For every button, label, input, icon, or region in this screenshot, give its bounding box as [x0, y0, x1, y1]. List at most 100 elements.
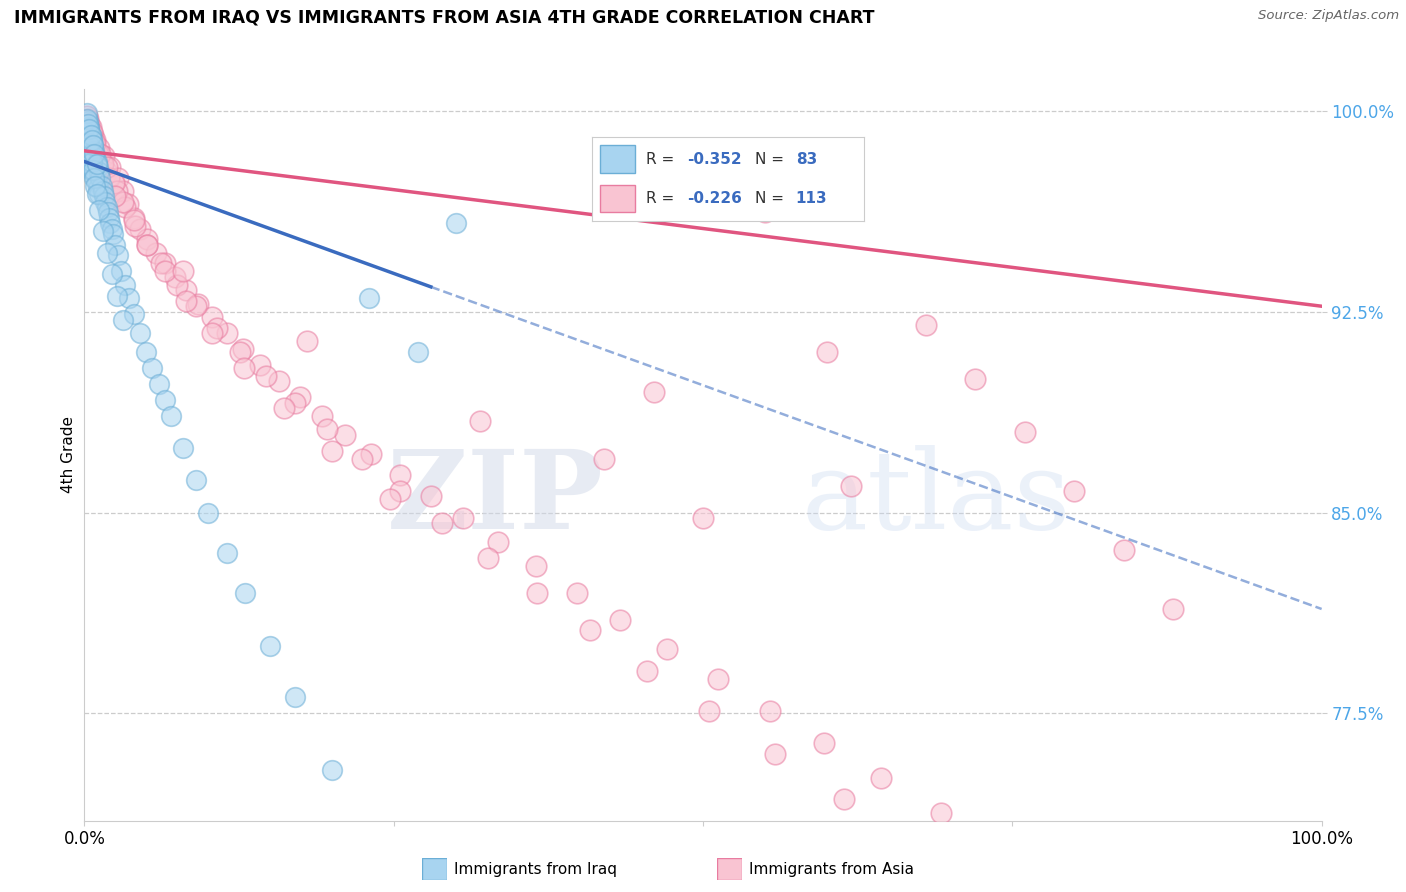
Point [107, 170, 129, 185]
Point [692, 511, 714, 525]
Point [141, 360, 163, 375]
Point [929, 805, 952, 820]
Point [215, 326, 238, 340]
Point [84, 170, 107, 185]
Point [82, 162, 104, 177]
Point [905, 838, 928, 852]
Point [655, 642, 678, 657]
Point [174, 293, 197, 308]
Point [122, 213, 145, 227]
Point [122, 211, 145, 225]
Point [80, 125, 103, 139]
Point [91, 224, 114, 238]
Point [172, 441, 194, 455]
Point [79, 128, 101, 142]
Point [94, 194, 117, 209]
Point [98, 211, 121, 225]
Point [75, 114, 97, 128]
Point [83, 136, 105, 150]
Point [86, 176, 108, 190]
Point [357, 291, 380, 305]
Point [122, 307, 145, 321]
Point [388, 484, 411, 499]
Point [259, 640, 281, 654]
Point [444, 216, 467, 230]
Text: ZIP: ZIP [387, 445, 605, 552]
Point [350, 452, 373, 467]
Point [89, 165, 111, 179]
Point [229, 344, 252, 359]
Point [378, 492, 401, 507]
Text: 83: 83 [796, 152, 817, 167]
Point [254, 368, 277, 383]
Point [87, 146, 110, 161]
Point [983, 886, 1005, 892]
Point [1063, 484, 1085, 499]
Point [707, 672, 730, 686]
Text: Immigrants from Iraq: Immigrants from Iraq [454, 863, 617, 877]
Point [79, 144, 101, 158]
Point [524, 559, 547, 574]
Point [526, 586, 548, 600]
Point [79, 130, 101, 145]
Point [609, 613, 631, 627]
Point [77, 112, 100, 126]
Point [754, 205, 776, 219]
Point [1161, 602, 1184, 616]
Point [249, 358, 271, 372]
Point [184, 474, 207, 488]
Point [87, 181, 110, 195]
Point [233, 586, 256, 600]
Point [593, 452, 616, 467]
Point [84, 178, 107, 193]
Point [114, 200, 136, 214]
Point [870, 771, 893, 785]
Point [321, 763, 343, 777]
Point [89, 146, 111, 161]
Point [107, 248, 129, 262]
Point [80, 136, 103, 150]
Point [77, 120, 100, 134]
Point [83, 144, 105, 158]
Point [80, 133, 103, 147]
Point [111, 194, 134, 209]
Point [174, 283, 197, 297]
FancyBboxPatch shape [717, 858, 742, 880]
Point [79, 122, 101, 136]
Point [76, 122, 98, 136]
Point [129, 221, 152, 235]
Point [89, 186, 111, 201]
Point [135, 344, 157, 359]
Text: Source: ZipAtlas.com: Source: ZipAtlas.com [1258, 9, 1399, 22]
Text: R =: R = [647, 152, 679, 167]
Point [86, 154, 108, 169]
Point [90, 178, 112, 193]
Point [79, 136, 101, 150]
Point [105, 288, 128, 302]
Point [136, 237, 159, 252]
Point [114, 277, 136, 292]
Point [172, 264, 194, 278]
Point [419, 490, 441, 504]
Point [763, 747, 786, 761]
Point [1014, 425, 1036, 439]
Point [86, 157, 108, 171]
Point [111, 312, 134, 326]
Point [991, 843, 1014, 857]
Point [129, 326, 152, 340]
Point [89, 170, 111, 185]
Point [96, 165, 118, 179]
Point [111, 184, 134, 198]
FancyBboxPatch shape [600, 145, 636, 173]
Point [148, 376, 170, 391]
Point [96, 245, 118, 260]
Point [166, 277, 188, 292]
Point [76, 106, 98, 120]
Point [77, 117, 100, 131]
Point [150, 256, 173, 270]
Point [77, 122, 100, 136]
Point [79, 128, 101, 142]
Text: 113: 113 [796, 191, 827, 206]
Point [215, 546, 238, 560]
Point [565, 586, 588, 600]
